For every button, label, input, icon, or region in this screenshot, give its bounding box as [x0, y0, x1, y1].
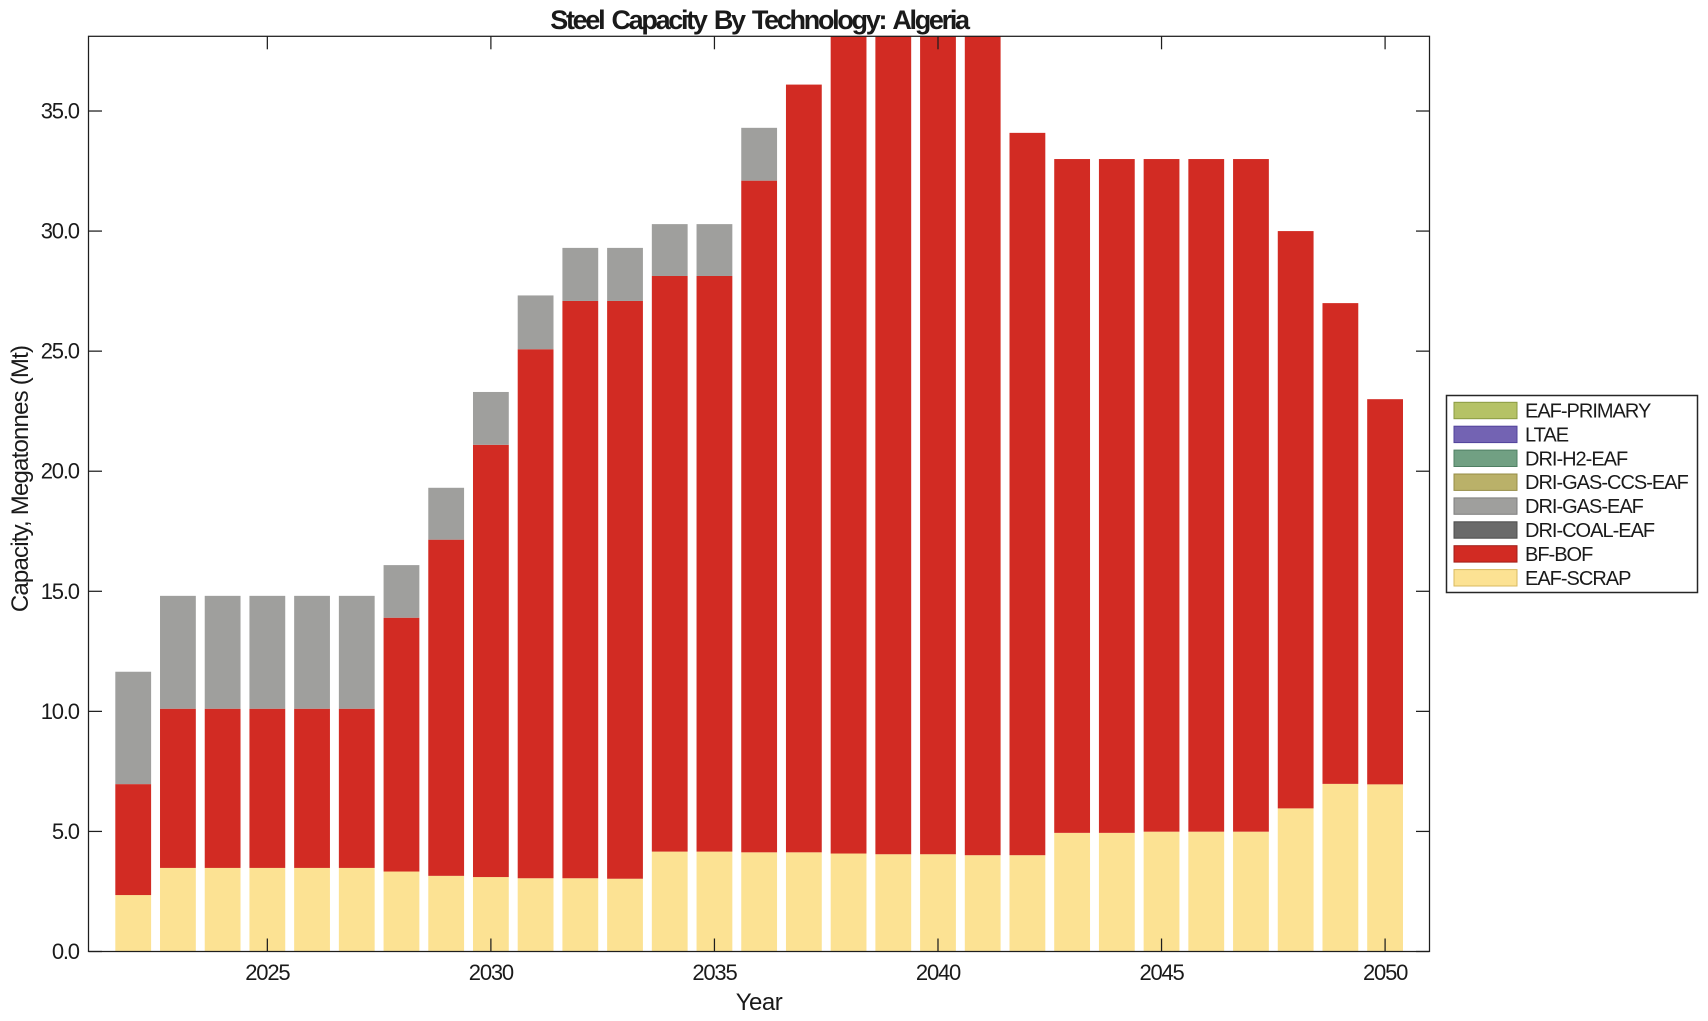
svg-text:15.0: 15.0	[41, 579, 80, 604]
svg-text:Capacity, Megatonnes (Mt): Capacity, Megatonnes (Mt)	[7, 346, 34, 612]
svg-text:DRI-H2-EAF: DRI-H2-EAF	[1525, 448, 1628, 470]
svg-text:2045: 2045	[1139, 960, 1184, 985]
svg-text:EAF-SCRAP: EAF-SCRAP	[1525, 568, 1631, 590]
svg-text:0.0: 0.0	[52, 939, 80, 964]
svg-text:Steel Capacity By Technology:: Steel Capacity By Technology: Algeria	[550, 5, 971, 35]
svg-text:2030: 2030	[469, 960, 514, 985]
svg-text:2050: 2050	[1363, 960, 1408, 985]
svg-text:10.0: 10.0	[41, 699, 80, 724]
svg-text:LTAE: LTAE	[1525, 424, 1569, 446]
svg-text:2040: 2040	[916, 960, 961, 985]
svg-text:DRI-GAS-EAF: DRI-GAS-EAF	[1525, 496, 1644, 518]
svg-text:BF-BOF: BF-BOF	[1525, 544, 1593, 566]
svg-text:25.0: 25.0	[41, 339, 80, 364]
svg-text:2035: 2035	[692, 960, 737, 985]
svg-text:30.0: 30.0	[41, 219, 80, 244]
svg-text:DRI-GAS-CCS-EAF: DRI-GAS-CCS-EAF	[1525, 472, 1689, 494]
svg-text:DRI-COAL-EAF: DRI-COAL-EAF	[1525, 520, 1655, 542]
svg-text:5.0: 5.0	[52, 819, 80, 844]
svg-text:EAF-PRIMARY: EAF-PRIMARY	[1525, 401, 1651, 423]
svg-text:Year: Year	[736, 989, 783, 1016]
svg-text:35.0: 35.0	[41, 99, 80, 124]
svg-text:20.0: 20.0	[41, 459, 80, 484]
svg-text:2025: 2025	[245, 960, 290, 985]
